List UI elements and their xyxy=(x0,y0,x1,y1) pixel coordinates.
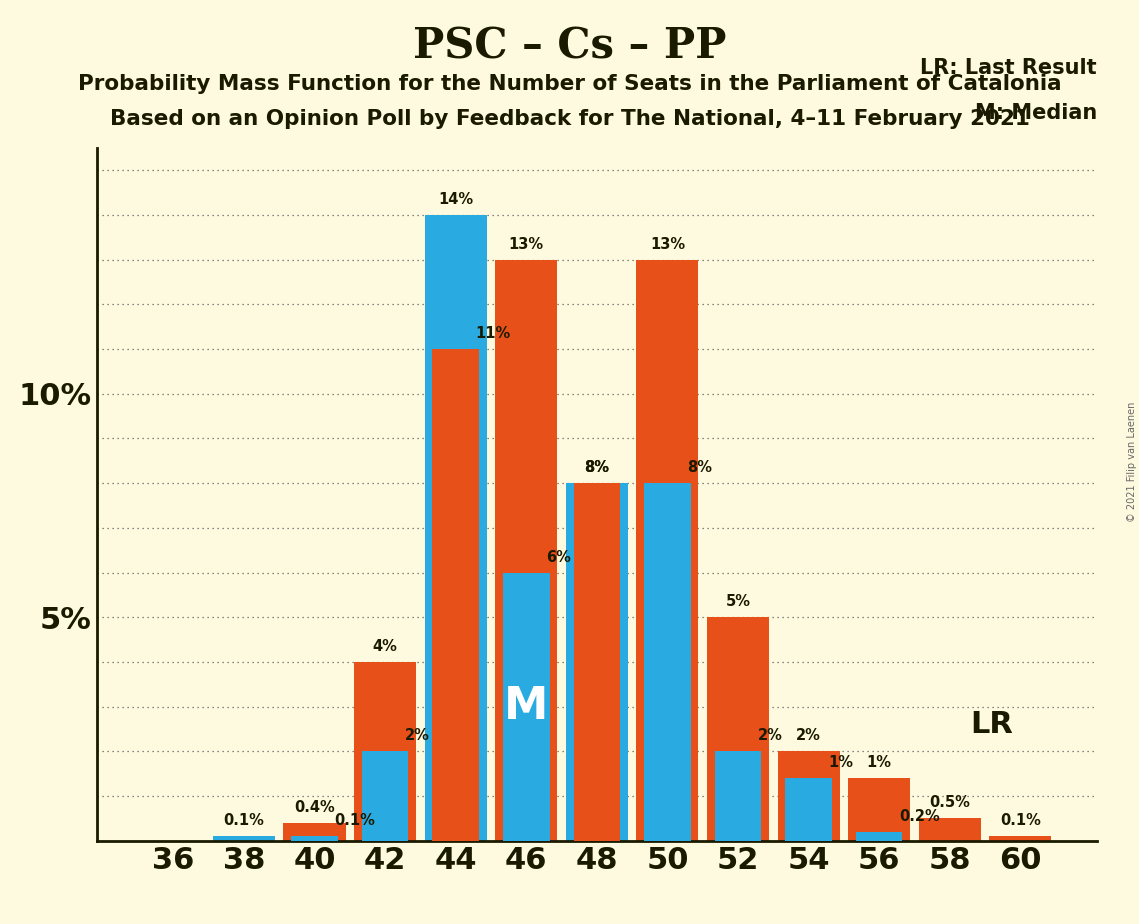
Text: 14%: 14% xyxy=(439,192,473,207)
Bar xyxy=(425,215,486,841)
Text: 0.1%: 0.1% xyxy=(334,813,375,828)
Text: © 2021 Filip van Laenen: © 2021 Filip van Laenen xyxy=(1128,402,1137,522)
Bar xyxy=(990,836,1051,841)
Bar xyxy=(284,823,345,841)
Bar xyxy=(714,751,761,841)
Bar xyxy=(637,260,698,841)
Text: 0.1%: 0.1% xyxy=(1000,813,1041,828)
Bar xyxy=(707,617,769,841)
Text: LR: Last Result: LR: Last Result xyxy=(920,58,1097,78)
Text: 0.1%: 0.1% xyxy=(223,813,264,828)
Text: LR: LR xyxy=(970,711,1014,739)
Text: Probability Mass Function for the Number of Seats in the Parliament of Catalonia: Probability Mass Function for the Number… xyxy=(77,74,1062,94)
Bar xyxy=(785,778,831,841)
Bar xyxy=(645,483,690,841)
Text: 8%: 8% xyxy=(584,460,609,475)
Bar xyxy=(849,778,910,841)
Text: 4%: 4% xyxy=(372,639,398,654)
Text: 6%: 6% xyxy=(546,550,571,565)
Text: 8%: 8% xyxy=(687,460,712,475)
Text: 1%: 1% xyxy=(867,755,892,771)
Text: 2%: 2% xyxy=(796,728,821,744)
Bar xyxy=(919,819,981,841)
Text: 1%: 1% xyxy=(828,755,853,771)
Text: 2%: 2% xyxy=(757,728,782,744)
Bar xyxy=(213,836,274,841)
Text: 5%: 5% xyxy=(726,594,751,609)
Text: 0.5%: 0.5% xyxy=(929,796,970,810)
Bar xyxy=(433,349,480,841)
Text: Based on an Opinion Poll by Feedback for The National, 4–11 February 2021: Based on an Opinion Poll by Feedback for… xyxy=(109,109,1030,129)
Bar xyxy=(292,836,338,841)
Text: M: M xyxy=(505,686,549,728)
Bar xyxy=(855,832,902,841)
Text: 8%: 8% xyxy=(584,460,609,475)
Text: PSC – Cs – PP: PSC – Cs – PP xyxy=(412,26,727,67)
Text: 13%: 13% xyxy=(509,237,543,251)
Text: 2%: 2% xyxy=(404,728,429,744)
Bar xyxy=(362,751,409,841)
Bar xyxy=(503,573,549,841)
Text: 0.4%: 0.4% xyxy=(294,800,335,815)
Bar xyxy=(778,751,839,841)
Text: M: Median: M: Median xyxy=(975,103,1097,123)
Text: 13%: 13% xyxy=(650,237,685,251)
Bar xyxy=(574,483,620,841)
Bar xyxy=(495,260,557,841)
Text: 11%: 11% xyxy=(475,326,510,341)
Text: 0.2%: 0.2% xyxy=(899,808,940,824)
Bar xyxy=(566,483,628,841)
Bar xyxy=(354,662,416,841)
